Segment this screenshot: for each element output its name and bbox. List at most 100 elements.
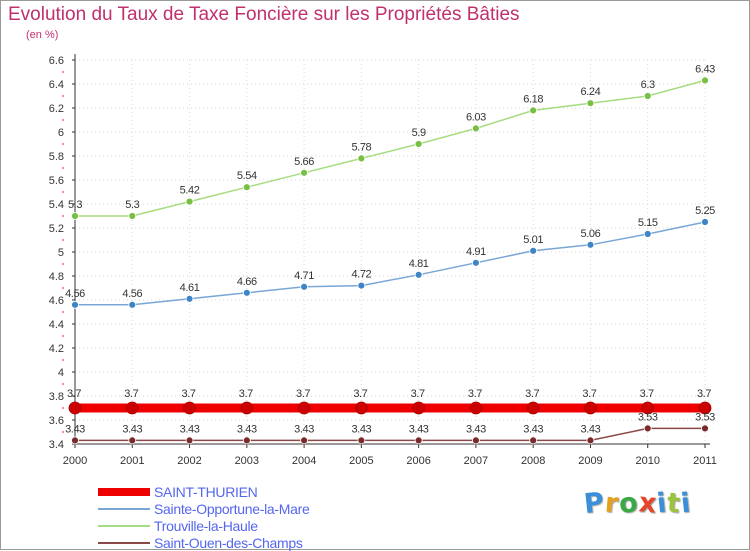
data-label: 4.91 xyxy=(466,246,486,258)
data-label: 3.7 xyxy=(411,388,425,400)
legend-swatch xyxy=(98,508,150,510)
data-point xyxy=(242,436,251,445)
data-label: 5.66 xyxy=(294,156,314,168)
data-label: 5.06 xyxy=(581,228,601,240)
legend-item: SAINT-THURIEN xyxy=(98,484,398,500)
data-label: 3.43 xyxy=(65,423,85,435)
y-tick-label: 5 xyxy=(58,247,64,259)
series-line xyxy=(75,221,706,306)
data-point xyxy=(412,401,426,415)
data-label: 4.81 xyxy=(409,258,429,270)
data-point xyxy=(701,218,709,226)
data-point xyxy=(586,240,595,249)
data-label: 3.43 xyxy=(523,423,543,435)
data-label: 3.7 xyxy=(239,388,253,400)
x-tick-label: 2001 xyxy=(120,455,144,467)
logo-letter: o xyxy=(617,487,641,520)
data-point xyxy=(185,197,194,206)
data-label: 5.3 xyxy=(68,199,82,211)
data-point xyxy=(529,106,538,115)
legend-swatch xyxy=(98,542,150,544)
logo-letter: P xyxy=(582,486,607,521)
y-tick-label: 4 xyxy=(58,367,64,379)
legend-label: Sainte-Opportune-la-Mare xyxy=(154,501,310,517)
y-tick-label: 5.4 xyxy=(49,199,64,211)
y-tick-label: 3.4 xyxy=(49,439,64,451)
data-label: 6.24 xyxy=(581,86,601,98)
y-tick-label: 6.2 xyxy=(49,103,64,115)
y-tick-label: 4.4 xyxy=(49,319,64,331)
data-label: 5.15 xyxy=(638,217,658,229)
data-point xyxy=(584,401,597,415)
data-point xyxy=(526,401,540,415)
data-point xyxy=(71,212,79,220)
data-point xyxy=(183,401,196,415)
y-tick-label: 6.4 xyxy=(49,79,64,91)
x-tick-label: 2002 xyxy=(177,455,201,467)
data-label: 3.7 xyxy=(582,388,596,400)
y-tick-label: 5.2 xyxy=(49,223,64,235)
data-label: 4.56 xyxy=(65,288,85,300)
data-point xyxy=(529,246,538,255)
data-label: 4.66 xyxy=(237,276,257,288)
proxiti-logo: Proxiti xyxy=(582,486,694,521)
legend-item: Saint-Ouen-des-Champs xyxy=(98,535,398,551)
data-point xyxy=(354,401,368,415)
data-point xyxy=(125,401,139,415)
data-point xyxy=(472,436,480,445)
data-label: 3.43 xyxy=(581,423,601,435)
data-point xyxy=(242,183,251,192)
data-point xyxy=(414,140,423,148)
data-point xyxy=(469,401,483,415)
data-label: 3.7 xyxy=(468,388,482,400)
series-line xyxy=(75,427,705,442)
y-tick-label: 5.8 xyxy=(49,151,64,163)
data-label: 3.7 xyxy=(181,388,195,400)
data-point xyxy=(357,154,366,163)
data-point xyxy=(128,436,137,445)
data-label: 3.43 xyxy=(409,423,429,435)
data-label: 6.3 xyxy=(641,79,655,91)
data-label: 3.43 xyxy=(294,423,314,435)
data-point xyxy=(357,436,366,445)
data-label: 5.01 xyxy=(523,234,543,246)
y-tick-label: 5.6 xyxy=(49,175,64,187)
data-label: 4.72 xyxy=(351,269,371,281)
data-label: 3.7 xyxy=(640,388,654,400)
data-point xyxy=(128,300,137,309)
y-axis-unit: (en %) xyxy=(26,29,59,41)
data-label: 3.7 xyxy=(697,388,711,400)
logo-letter: i xyxy=(679,487,694,520)
data-point xyxy=(357,281,366,290)
data-point xyxy=(701,424,709,433)
legend-swatch xyxy=(98,525,150,527)
data-label: 3.43 xyxy=(180,423,200,435)
data-label: 3.7 xyxy=(353,388,367,400)
x-tick-label: 2010 xyxy=(635,455,659,467)
data-label: 3.43 xyxy=(122,423,142,435)
data-label: 5.25 xyxy=(695,205,715,217)
data-label: 4.56 xyxy=(122,288,142,300)
data-point xyxy=(643,92,652,100)
data-label: 3.43 xyxy=(237,423,257,435)
data-point xyxy=(300,436,308,445)
data-label: 3.43 xyxy=(466,423,486,435)
data-point xyxy=(300,168,308,177)
data-label: 3.43 xyxy=(351,423,371,435)
data-point xyxy=(472,124,480,133)
data-label: 3.53 xyxy=(638,411,658,423)
x-tick-label: 2009 xyxy=(578,455,602,467)
data-label: 6.03 xyxy=(466,111,486,123)
data-point xyxy=(698,401,712,415)
y-tick-label: 4.6 xyxy=(49,295,64,307)
x-tick-label: 2011 xyxy=(693,455,717,467)
data-label: 4.71 xyxy=(294,270,314,282)
legend-item: Trouville-la-Haule xyxy=(98,518,398,534)
data-label: 4.61 xyxy=(180,282,200,294)
data-label: 3.7 xyxy=(67,388,81,400)
data-label: 3.7 xyxy=(124,388,138,400)
data-point xyxy=(643,230,652,238)
data-point xyxy=(586,436,595,445)
